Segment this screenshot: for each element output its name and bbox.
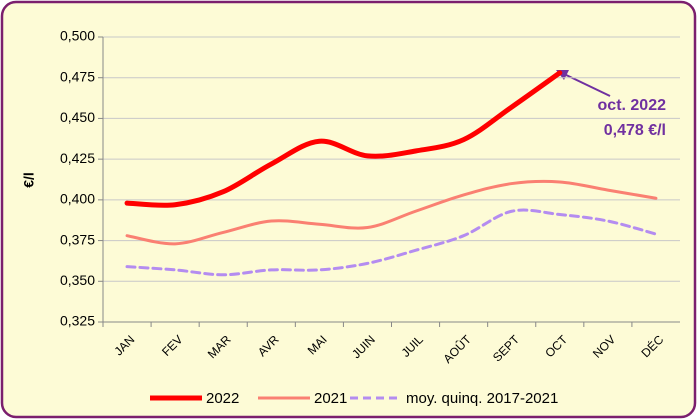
legend-label: 2021 — [314, 390, 347, 407]
y-tick-label: 0,500 — [60, 28, 95, 44]
annotation-arrow — [561, 72, 611, 97]
annotation: 0,478 €/l — [604, 122, 666, 139]
legend-label: 2022 — [206, 390, 239, 407]
series-line — [125, 179, 658, 246]
series-line — [124, 70, 563, 208]
y-tick-label: 0,450 — [60, 109, 95, 125]
series-line — [125, 208, 658, 277]
y-tick-label: 0,325 — [60, 313, 95, 329]
y-tick-label: 0,375 — [60, 231, 95, 247]
y-tick-label: 0,400 — [60, 191, 95, 207]
y-axis-label: €/l — [21, 172, 37, 188]
legend-label: moy. quinq. 2017-2021 — [406, 390, 558, 407]
y-tick-label: 0,475 — [60, 68, 95, 84]
annotation: oct. 2022 — [598, 97, 667, 114]
y-tick-label: 0,350 — [60, 272, 95, 288]
y-tick-label: 0,425 — [60, 150, 95, 166]
